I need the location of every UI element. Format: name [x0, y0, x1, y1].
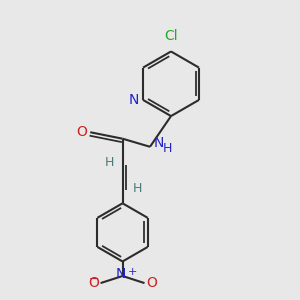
Text: O: O	[146, 276, 157, 290]
Text: N: N	[116, 267, 126, 281]
Text: N: N	[153, 136, 164, 150]
Text: −: −	[88, 273, 99, 286]
Text: N: N	[128, 93, 139, 107]
Text: H: H	[105, 156, 115, 170]
Text: Cl: Cl	[164, 29, 178, 44]
Text: O: O	[88, 276, 99, 290]
Text: H: H	[162, 142, 172, 155]
Text: +: +	[128, 267, 137, 277]
Text: H: H	[133, 182, 142, 195]
Text: O: O	[76, 125, 87, 139]
